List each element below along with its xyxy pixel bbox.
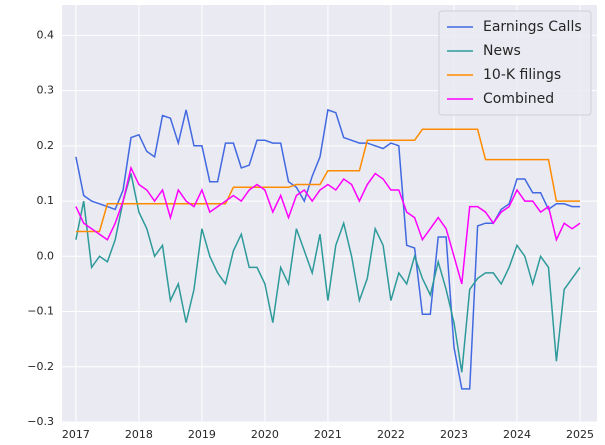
- x-tick-label: 2018: [125, 428, 153, 441]
- y-tick-label: 0.4: [37, 28, 55, 41]
- x-tick-label: 2019: [188, 428, 216, 441]
- x-tick-label: 2024: [503, 428, 531, 441]
- x-tick-label: 2021: [314, 428, 342, 441]
- legend-label: News: [483, 43, 521, 59]
- y-tick-label: 0.1: [37, 194, 55, 207]
- legend-label: 10-K filings: [483, 67, 561, 83]
- y-tick-label: 0.3: [37, 84, 55, 97]
- y-tick-label: −0.3: [27, 415, 54, 428]
- y-tick-label: −0.2: [27, 360, 54, 373]
- x-tick-label: 2017: [62, 428, 90, 441]
- x-tick-label: 2025: [566, 428, 594, 441]
- legend-label: Combined: [483, 91, 554, 107]
- x-tick-label: 2020: [251, 428, 279, 441]
- y-tick-label: 0.2: [37, 139, 55, 152]
- legend-label: Earnings Calls: [483, 19, 582, 35]
- series-line: [75, 128, 580, 233]
- series-line: [75, 173, 581, 373]
- x-tick-label: 2022: [377, 428, 405, 441]
- y-tick-label: −0.1: [27, 305, 54, 318]
- series-line: [75, 165, 581, 285]
- x-tick-label: 2023: [440, 428, 468, 441]
- y-tick-label: 0.0: [37, 249, 55, 262]
- legend-box: [438, 10, 592, 116]
